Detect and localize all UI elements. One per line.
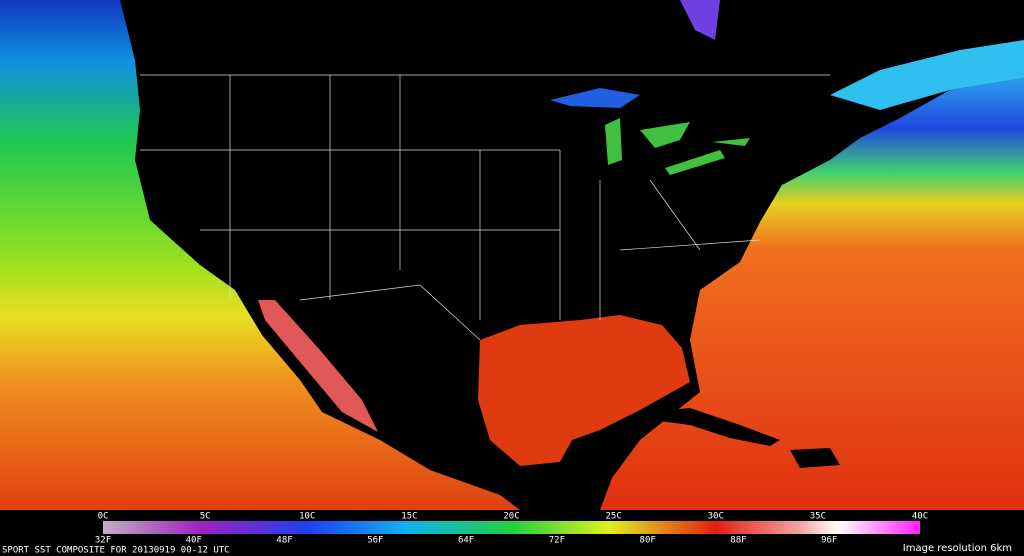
- atlantic: [600, 78, 1024, 510]
- fahrenheit-label: 32F: [95, 536, 111, 546]
- celsius-label: 35C: [810, 512, 826, 522]
- hispaniola: [790, 448, 840, 468]
- celsius-label: 20C: [503, 512, 519, 522]
- hudson-bay: [680, 0, 720, 40]
- celsius-label: 25C: [605, 512, 621, 522]
- fahrenheit-label: 96F: [821, 536, 837, 546]
- celsius-label: 5C: [200, 512, 211, 522]
- celsius-label: 0C: [98, 512, 109, 522]
- gulf-of-mexico: [478, 315, 690, 466]
- cuba: [648, 408, 780, 446]
- fahrenheit-label: 88F: [730, 536, 746, 546]
- colorbar: [103, 521, 920, 534]
- gulf-st-lawrence: [830, 40, 1024, 110]
- footer-title: SPORT SST COMPOSITE FOR 20130919 00-12 U…: [2, 546, 230, 556]
- celsius-label: 40C: [912, 512, 928, 522]
- fahrenheit-label: 80F: [640, 536, 656, 546]
- gulf-of-california: [258, 300, 378, 432]
- fahrenheit-label: 64F: [458, 536, 474, 546]
- pacific: [0, 0, 520, 510]
- great-lakes: [605, 118, 750, 175]
- celsius-label: 30C: [708, 512, 724, 522]
- fahrenheit-label: 56F: [367, 536, 383, 546]
- celsius-label: 15C: [401, 512, 417, 522]
- fahrenheit-label: 48F: [276, 536, 292, 546]
- borders: [140, 74, 830, 341]
- fahrenheit-label: 72F: [549, 536, 565, 546]
- great-lakes: [550, 88, 640, 108]
- footer-resolution: Image resolution 6km: [903, 543, 1012, 554]
- celsius-label: 10C: [299, 512, 315, 522]
- fahrenheit-label: 40F: [186, 536, 202, 546]
